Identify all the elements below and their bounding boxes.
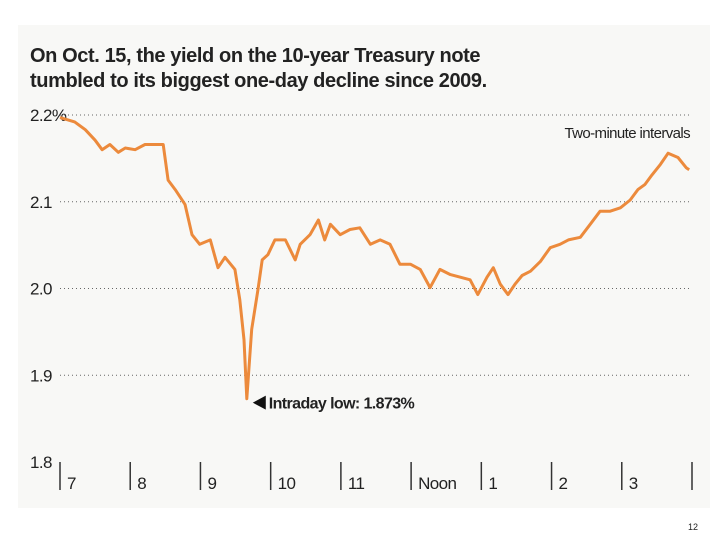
chart-title-line-2: tumbled to its biggest one-day decline s…: [30, 70, 487, 92]
annotation-arrow: [252, 395, 266, 410]
x-tick-label: 8: [137, 474, 146, 493]
y-tick-label: 2.2%: [30, 106, 67, 125]
x-tick-label: 11: [348, 474, 365, 493]
y-tick-label: 2.1: [30, 193, 52, 212]
x-tick-label: Noon: [418, 474, 456, 493]
x-tick-label: 2: [559, 474, 568, 493]
x-tick-label: 7: [67, 474, 76, 493]
x-tick-label: 1: [488, 474, 497, 493]
y-tick-label: 1.8: [30, 453, 52, 472]
chart-panel: [18, 25, 710, 508]
chart-title-line-1: On Oct. 15, the yield on the 10-year Tre…: [30, 45, 480, 67]
x-tick-label: 9: [207, 474, 216, 493]
interval-note: Two-minute intervals: [564, 125, 690, 142]
yield-line: [59, 116, 691, 401]
y-tick-label: 2.0: [30, 280, 52, 299]
x-tick-label: 10: [278, 474, 296, 493]
low-annotation: Intraday low: 1.873%: [269, 396, 415, 413]
x-tick-label: 3: [629, 474, 638, 493]
y-tick-label: 1.9: [30, 366, 52, 385]
page-number: 12: [688, 522, 698, 532]
